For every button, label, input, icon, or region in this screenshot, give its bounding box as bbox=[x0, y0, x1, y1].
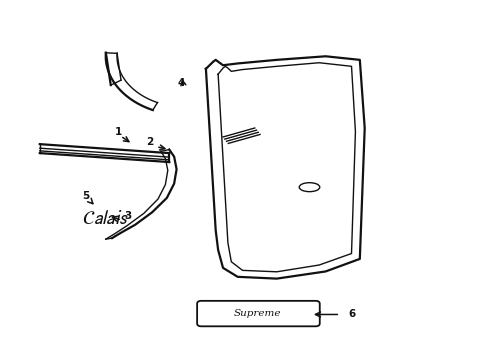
Text: 2: 2 bbox=[146, 138, 153, 147]
Text: 4: 4 bbox=[178, 78, 185, 88]
Text: $\mathcal{Calais}$: $\mathcal{Calais}$ bbox=[82, 211, 129, 229]
Text: 1: 1 bbox=[114, 127, 122, 136]
Text: Supreme: Supreme bbox=[233, 309, 281, 318]
Text: 6: 6 bbox=[349, 310, 356, 319]
FancyBboxPatch shape bbox=[197, 301, 320, 326]
Text: 5: 5 bbox=[83, 191, 90, 201]
Text: 3: 3 bbox=[124, 211, 131, 221]
